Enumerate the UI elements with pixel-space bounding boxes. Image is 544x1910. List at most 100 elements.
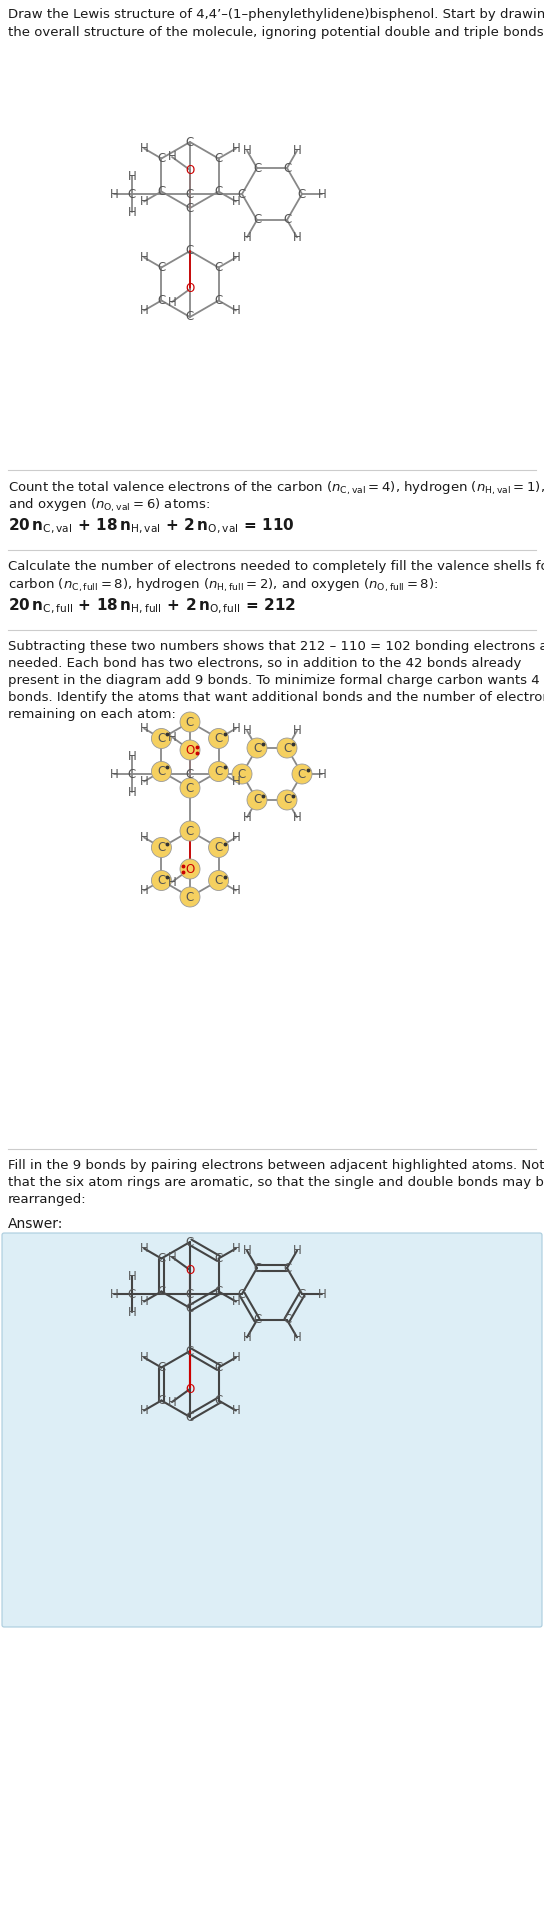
Text: C: C [214, 1394, 222, 1408]
Text: H: H [140, 1404, 149, 1417]
Circle shape [180, 821, 200, 840]
Text: C: C [157, 840, 165, 854]
Text: C: C [298, 768, 306, 781]
Circle shape [151, 837, 171, 858]
Text: O: O [186, 164, 195, 176]
Text: C: C [186, 136, 194, 149]
Text: H: H [140, 195, 149, 208]
Text: H: H [243, 143, 251, 157]
Text: C: C [214, 1285, 222, 1299]
Circle shape [180, 739, 200, 760]
Text: C: C [186, 244, 194, 258]
Text: C: C [238, 768, 246, 781]
Text: C: C [283, 1314, 291, 1326]
Text: H: H [140, 250, 149, 264]
Circle shape [180, 886, 200, 907]
Text: C: C [253, 1261, 261, 1274]
Text: C: C [214, 1251, 222, 1264]
Text: O: O [186, 283, 195, 296]
Text: C: C [128, 768, 136, 781]
Text: C: C [186, 1287, 194, 1301]
Circle shape [180, 777, 200, 798]
Text: H: H [110, 187, 119, 201]
Text: C: C [157, 1362, 165, 1373]
Text: C: C [214, 766, 222, 777]
Text: H: H [140, 831, 149, 844]
Text: H: H [168, 1396, 176, 1408]
Text: H: H [232, 1295, 240, 1308]
Text: H: H [140, 775, 149, 789]
Text: C: C [238, 1287, 246, 1301]
Text: H: H [232, 250, 240, 264]
Text: C: C [186, 201, 194, 214]
Circle shape [180, 712, 200, 732]
Text: H: H [243, 231, 251, 244]
Text: rearranged:: rearranged: [8, 1194, 86, 1205]
Text: C: C [298, 187, 306, 201]
Text: that the six atom rings are aromatic, so that the single and double bonds may be: that the six atom rings are aromatic, so… [8, 1177, 544, 1190]
Text: bonds. Identify the atoms that want additional bonds and the number of electrons: bonds. Identify the atoms that want addi… [8, 691, 544, 705]
Text: Answer:: Answer: [8, 1217, 63, 1232]
Text: H: H [128, 206, 137, 218]
Text: O: O [186, 1383, 195, 1396]
Circle shape [208, 728, 228, 749]
Text: O: O [186, 1264, 195, 1276]
Text: C: C [186, 716, 194, 728]
Text: H: H [140, 722, 149, 735]
FancyBboxPatch shape [2, 1234, 542, 1627]
Text: C: C [186, 1345, 194, 1358]
Text: C: C [253, 214, 261, 227]
Text: $\mathbf{20\,}$$\mathbf{n_{\mathregular{C,val}}}$$\mathbf{\,+\,18\,}$$\mathbf{n_: $\mathbf{20\,}$$\mathbf{n_{\mathregular{… [8, 518, 295, 537]
Text: C: C [157, 1394, 165, 1408]
Text: the overall structure of the molecule, ignoring potential double and triple bond: the overall structure of the molecule, i… [8, 27, 544, 38]
Circle shape [208, 837, 228, 858]
Circle shape [151, 728, 171, 749]
Text: C: C [157, 1285, 165, 1299]
Circle shape [180, 860, 200, 879]
Text: C: C [157, 185, 165, 199]
Text: H: H [318, 1287, 326, 1301]
Text: C: C [283, 1261, 291, 1274]
Text: H: H [168, 151, 176, 164]
Text: H: H [232, 831, 240, 844]
Text: H: H [128, 1306, 137, 1318]
Text: H: H [232, 195, 240, 208]
Text: C: C [186, 890, 194, 903]
Text: C: C [253, 741, 261, 754]
Text: and oxygen ($n_{\mathregular{O,val}}=6$) atoms:: and oxygen ($n_{\mathregular{O,val}}=6$)… [8, 497, 210, 514]
Text: C: C [157, 766, 165, 777]
Text: C: C [214, 1362, 222, 1373]
Text: H: H [140, 304, 149, 317]
Text: C: C [214, 732, 222, 745]
Text: C: C [128, 1287, 136, 1301]
Circle shape [151, 871, 171, 890]
Text: C: C [186, 1410, 194, 1423]
Text: C: C [157, 294, 165, 308]
Text: H: H [140, 884, 149, 898]
Text: H: H [232, 722, 240, 735]
Text: H: H [232, 884, 240, 898]
Text: needed. Each bond has two electrons, so in addition to the 42 bonds already: needed. Each bond has two electrons, so … [8, 657, 521, 670]
Text: Count the total valence electrons of the carbon ($n_{\mathregular{C,val}}=4$), h: Count the total valence electrons of the… [8, 479, 544, 497]
Text: H: H [293, 143, 301, 157]
Text: $\mathbf{20\,}$$\mathbf{n_{\mathregular{C,full}}}$$\mathbf{\,+\,18\,}$$\mathbf{n: $\mathbf{20\,}$$\mathbf{n_{\mathregular{… [8, 598, 296, 617]
Text: H: H [140, 141, 149, 155]
Text: C: C [157, 875, 165, 886]
Text: C: C [186, 187, 194, 201]
Text: C: C [214, 153, 222, 164]
Text: H: H [110, 1287, 119, 1301]
Text: H: H [293, 812, 301, 823]
Text: C: C [186, 781, 194, 795]
Text: Draw the Lewis structure of 4,4’–(1–phenylethylidene)bisphenol. Start by drawing: Draw the Lewis structure of 4,4’–(1–phen… [8, 8, 544, 21]
Circle shape [151, 762, 171, 781]
Text: C: C [298, 1287, 306, 1301]
Text: C: C [238, 187, 246, 201]
Text: H: H [232, 1350, 240, 1364]
Text: H: H [128, 749, 137, 762]
Text: Fill in the 9 bonds by pairing electrons between adjacent highlighted atoms. Not: Fill in the 9 bonds by pairing electrons… [8, 1159, 544, 1173]
Text: H: H [110, 768, 119, 781]
Text: carbon ($n_{\mathregular{C,full}}=8$), hydrogen ($n_{\mathregular{H,full}}=2$), : carbon ($n_{\mathregular{C,full}}=8$), h… [8, 577, 438, 594]
Text: C: C [283, 741, 291, 754]
Circle shape [277, 737, 297, 758]
Text: H: H [293, 1331, 301, 1345]
